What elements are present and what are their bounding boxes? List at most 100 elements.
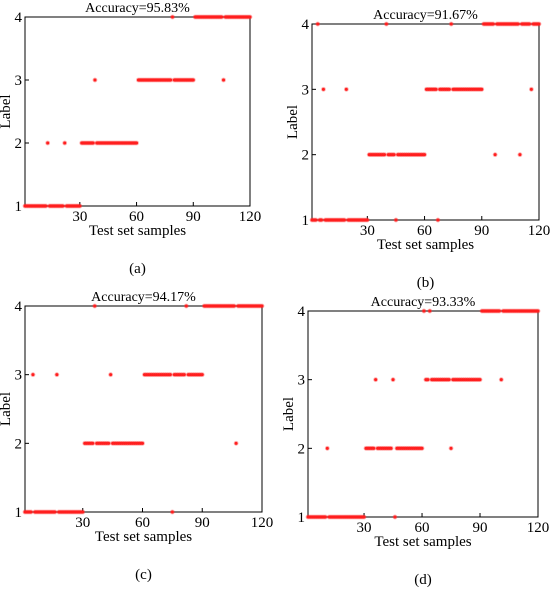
y-axis-title-d: Label (281, 397, 297, 431)
point-c-74 (168, 373, 172, 377)
x-axis-title-b: Test set samples (377, 237, 474, 253)
x-axis-title-a: Test set samples (89, 223, 186, 239)
panel-label-a: (a) (129, 261, 146, 277)
point-b-3 (314, 218, 318, 222)
y-tick-label-c-4: 4 (15, 299, 23, 315)
x-axis-title-d: Test set samples (374, 534, 471, 550)
point-b-60 (423, 153, 427, 157)
y-tick-label-a-2: 2 (15, 136, 23, 152)
point-a-78 (169, 78, 173, 82)
point-c-82 (184, 304, 188, 308)
point-a-30 (78, 204, 82, 208)
point-a-60 (135, 141, 139, 145)
point-a-79 (170, 15, 174, 19)
point-c-60 (141, 441, 145, 445)
panel-b: Accuracy=91.67% 30 60 90 120 1 2 3 4 Test set sam… (285, 8, 550, 291)
point-b-66 (434, 87, 438, 91)
point-d-35 (372, 446, 376, 450)
point-b-110 (518, 153, 522, 157)
point-d-61 (422, 309, 426, 313)
point-b-7 (321, 87, 325, 91)
point-a-37 (91, 141, 95, 145)
panel-label-c: (c) (135, 567, 152, 583)
x-tick-label-a-60: 60 (129, 209, 144, 225)
point-d-44 (389, 446, 393, 450)
x-tick-label-b-30: 30 (360, 223, 375, 239)
x-tick-label-b-90: 90 (474, 223, 489, 239)
chart-title-d: Accuracy=93.33% (371, 295, 476, 310)
point-d-120 (536, 309, 540, 313)
y-tick-label-b-2: 2 (302, 148, 310, 164)
point-c-4 (29, 510, 33, 514)
x-tick-label-c-120: 120 (251, 515, 274, 531)
point-c-81 (182, 373, 186, 377)
point-d-90 (478, 378, 482, 382)
point-a-105 (220, 15, 224, 19)
points-c (22, 303, 265, 515)
point-d-10 (323, 515, 327, 519)
point-b-97 (493, 153, 497, 157)
y-tick-label-b-4: 4 (302, 17, 310, 33)
point-a-13 (46, 141, 50, 145)
point-b-40 (384, 22, 388, 26)
points-b (309, 21, 542, 223)
points-a (22, 14, 253, 209)
point-d-100 (497, 309, 501, 313)
point-b-96 (491, 22, 495, 26)
y-tick-label-b-3: 3 (302, 82, 310, 98)
point-b-18 (342, 218, 346, 222)
points-d (305, 308, 541, 520)
x-tick-label-a-90: 90 (186, 209, 201, 225)
y-tick-label-c-1: 1 (15, 505, 23, 521)
point-a-12 (44, 204, 48, 208)
point-b-115 (527, 22, 531, 26)
point-c-16 (53, 510, 57, 514)
point-a-22 (63, 141, 67, 145)
y-tick-label-d-4: 4 (298, 304, 306, 320)
point-b-45 (394, 218, 398, 222)
panel-c: Accuracy=94.17% 30 60 90 120 1 2 3 4 Test set sam… (0, 290, 273, 583)
y-tick-label-b-1: 1 (302, 213, 310, 229)
point-b-44 (392, 153, 396, 157)
point-d-60 (420, 446, 424, 450)
point-b-6 (320, 218, 324, 222)
point-a-90 (191, 78, 195, 82)
y-tick-label-c-2: 2 (15, 436, 23, 452)
chart-title-b: Accuracy=91.67% (373, 8, 478, 23)
point-c-5 (31, 373, 35, 377)
point-a-38 (93, 78, 97, 82)
chart-title-c: Accuracy=94.17% (91, 290, 196, 305)
plot-frame-c (24, 305, 263, 513)
point-c-30 (81, 510, 85, 514)
panel-a: Accuracy=95.83% 30 60 90 120 1 2 3 4 Test set sam… (0, 1, 261, 277)
x-tick-label-b-120: 120 (528, 223, 550, 239)
point-c-44 (109, 373, 113, 377)
y-tick-label-d-2: 2 (298, 441, 306, 457)
chart-title-a: Accuracy=95.83% (85, 1, 190, 16)
x-tick-label-c-30: 30 (75, 515, 90, 531)
point-d-101 (499, 378, 503, 382)
point-b-4 (316, 22, 320, 26)
y-axis-title-c: Label (0, 392, 14, 426)
point-a-120 (248, 15, 252, 19)
y-tick-label-a-1: 1 (15, 199, 23, 215)
plot-frame-a (24, 16, 251, 207)
x-tick-label-c-60: 60 (135, 515, 150, 531)
point-c-36 (93, 304, 97, 308)
point-c-90 (200, 373, 204, 377)
x-tick-label-a-120: 120 (239, 209, 262, 225)
point-b-109 (516, 22, 520, 26)
x-tick-label-b-60: 60 (417, 223, 432, 239)
point-b-116 (529, 87, 533, 91)
point-b-39 (382, 153, 386, 157)
point-c-106 (232, 304, 236, 308)
y-tick-label-a-4: 4 (15, 10, 23, 26)
plot-frame-d (307, 310, 539, 518)
panel-label-d: (d) (414, 572, 432, 588)
point-d-11 (325, 446, 329, 450)
point-c-107 (234, 441, 238, 445)
point-a-21 (61, 204, 65, 208)
point-b-19 (344, 87, 348, 91)
point-c-120 (260, 304, 264, 308)
